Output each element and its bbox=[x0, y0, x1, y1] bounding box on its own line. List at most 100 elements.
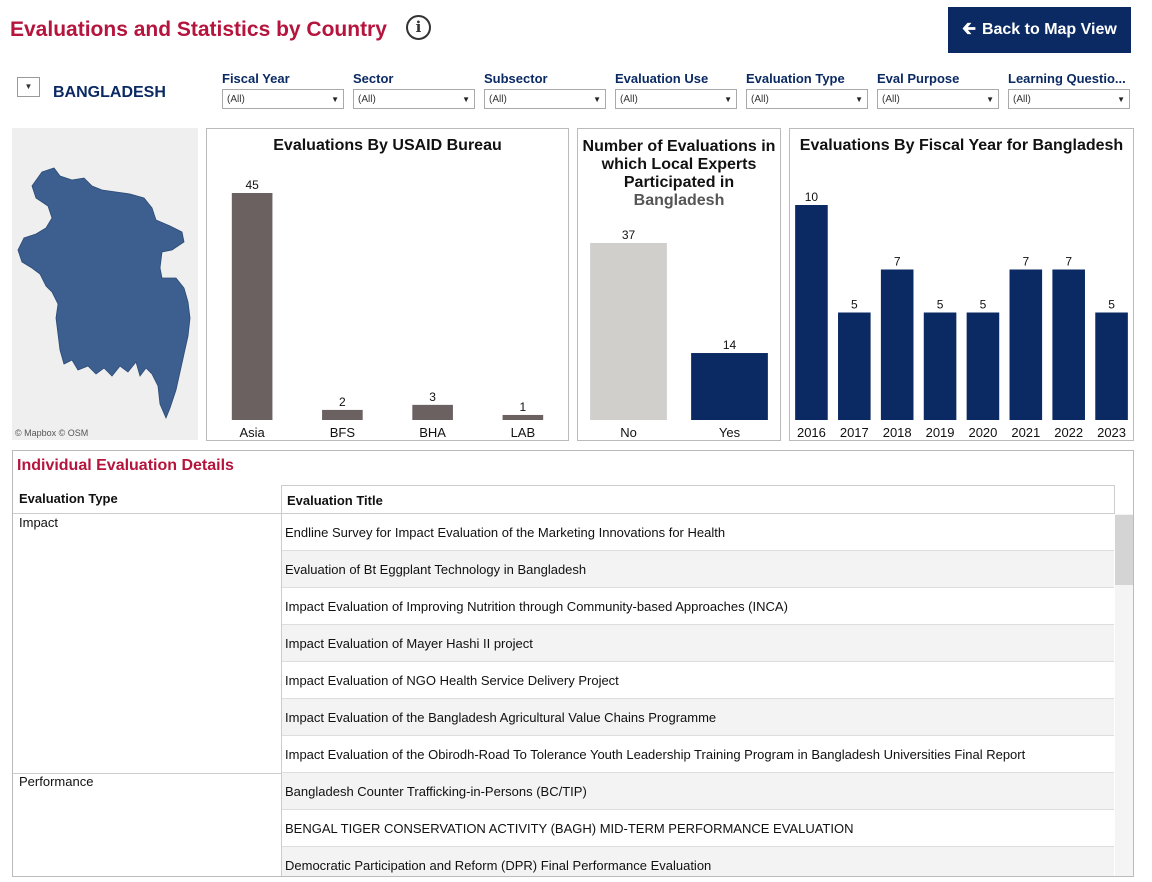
data-label: 5 bbox=[1108, 298, 1115, 312]
back-button-label: Back to Map View bbox=[981, 21, 1117, 38]
data-label: 7 bbox=[894, 255, 901, 269]
col-header-evaluation-title[interactable]: Evaluation Title bbox=[287, 493, 383, 508]
filter-label: Evaluation Type bbox=[746, 71, 845, 86]
filter-value: (All) bbox=[882, 93, 900, 105]
table-row[interactable]: Impact Evaluation of Improving Nutrition… bbox=[282, 588, 1114, 625]
tick-label: 2021 bbox=[1011, 425, 1040, 440]
caret-down-icon: ▼ bbox=[986, 94, 994, 104]
info-circle-icon[interactable]: i bbox=[406, 15, 431, 40]
filter-dropdown[interactable]: (All) ▼ bbox=[615, 89, 737, 109]
country-name: BANGLADESH bbox=[53, 84, 166, 101]
filter-dropdown[interactable]: (All) ▼ bbox=[746, 89, 868, 109]
bureau-chart-panel: Evaluations By USAID Bureau 45 Asia 2 BFS 3 B… bbox=[206, 128, 569, 441]
filter-eval-purpose: Eval Purpose (All) ▼ bbox=[877, 71, 999, 109]
map-credit: © Mapbox © OSM bbox=[15, 428, 89, 438]
bar-2017[interactable] bbox=[838, 312, 871, 421]
filter-dropdown[interactable]: (All) ▼ bbox=[353, 89, 475, 109]
table-row[interactable]: Impact Evaluation of the Bangladesh Agri… bbox=[282, 699, 1114, 736]
country-map[interactable]: © Mapbox © OSM bbox=[12, 128, 198, 440]
chart-title: Evaluations By USAID Bureau bbox=[273, 137, 502, 154]
details-title: Individual Evaluation Details bbox=[17, 457, 234, 474]
caret-down-icon[interactable]: ▼ bbox=[17, 77, 40, 97]
header-border bbox=[1114, 485, 1115, 514]
filter-label: Sector bbox=[353, 71, 394, 86]
filter-label: Subsector bbox=[484, 71, 548, 86]
data-label: 45 bbox=[245, 178, 259, 192]
filter-label: Fiscal Year bbox=[222, 71, 290, 86]
evaluation-details-panel: Individual Evaluation Details Evaluation… bbox=[12, 450, 1134, 877]
bar-2019[interactable] bbox=[923, 312, 957, 421]
page-title: Evaluations and Statistics by Country bbox=[10, 18, 387, 41]
data-label: 5 bbox=[937, 298, 944, 312]
bar-asia[interactable] bbox=[231, 193, 273, 420]
filter-dropdown[interactable]: (All) ▼ bbox=[222, 89, 344, 109]
bar-yes[interactable] bbox=[691, 353, 768, 420]
filter-label: Learning Questio... bbox=[1008, 71, 1126, 86]
tick-label: 2016 bbox=[797, 425, 826, 440]
caret-down-icon: ▼ bbox=[331, 94, 339, 104]
tick-label: No bbox=[620, 425, 637, 440]
fiscal-year-chart: 10 2016 5 2017 7 2018 5 2019 5 2020 7 2021 7 2022 5 202… bbox=[795, 190, 1128, 440]
data-label: 1 bbox=[520, 400, 527, 414]
table-row[interactable]: Evaluation of Bt Eggplant Technology in … bbox=[282, 551, 1114, 588]
table-row[interactable]: Impact Evaluation of NGO Health Service … bbox=[282, 662, 1114, 699]
caret-down-icon: ▼ bbox=[1117, 94, 1125, 104]
col-header-evaluation-type[interactable]: Evaluation Type bbox=[19, 491, 118, 506]
table-row[interactable]: BENGAL TIGER CONSERVATION ACTIVITY (BAGH… bbox=[282, 810, 1114, 847]
data-label: 10 bbox=[805, 190, 819, 204]
data-label: 5 bbox=[851, 298, 858, 312]
filter-evaluation-type: Evaluation Type (All) ▼ bbox=[746, 71, 868, 109]
tick-label: 2018 bbox=[883, 425, 912, 440]
data-label: 7 bbox=[1065, 255, 1072, 269]
bar-bha[interactable] bbox=[412, 404, 453, 420]
filter-sector: Sector (All) ▼ bbox=[353, 71, 475, 109]
filter-dropdown[interactable]: (All) ▼ bbox=[484, 89, 606, 109]
scrollbar-track[interactable] bbox=[1115, 514, 1133, 876]
chart-title-line: Number of Evaluations in bbox=[582, 138, 776, 155]
filter-fiscal-year: Fiscal Year (All) ▼ bbox=[222, 71, 344, 109]
bar-lab[interactable] bbox=[502, 414, 544, 420]
filter-value: (All) bbox=[358, 93, 376, 105]
bar-2016[interactable] bbox=[795, 205, 828, 420]
fiscal-year-chart-panel: Evaluations By Fiscal Year for Banglades… bbox=[789, 128, 1134, 441]
header-border bbox=[281, 485, 1115, 486]
bar-no[interactable] bbox=[590, 243, 667, 420]
filter-dropdown[interactable]: (All) ▼ bbox=[1008, 89, 1130, 109]
tick-label: 2023 bbox=[1097, 425, 1126, 440]
filter-label: Evaluation Use bbox=[615, 71, 709, 86]
table-row[interactable]: Impact Evaluation of Mayer Hashi II proj… bbox=[282, 625, 1114, 662]
arrow-left-icon: 🡰 bbox=[962, 18, 976, 38]
data-label: 5 bbox=[980, 298, 987, 312]
bar-2018[interactable] bbox=[880, 269, 914, 421]
tick-label: LAB bbox=[511, 425, 536, 440]
bar-2022[interactable] bbox=[1052, 269, 1085, 421]
table-row[interactable]: Impact Evaluation of the Obirodh-Road To… bbox=[282, 736, 1114, 773]
caret-down-icon: ▼ bbox=[462, 94, 470, 104]
bar-bfs[interactable] bbox=[322, 409, 363, 420]
filter-value: (All) bbox=[620, 93, 638, 105]
bangladesh-map-shape bbox=[17, 167, 191, 420]
table-row[interactable]: Endline Survey for Impact Evaluation of … bbox=[282, 514, 1114, 551]
bar-2021[interactable] bbox=[1009, 269, 1043, 421]
bar-2020[interactable] bbox=[966, 312, 1000, 421]
table-row[interactable]: Bangladesh Counter Trafficking-in-Person… bbox=[282, 773, 1114, 810]
scrollbar-thumb[interactable] bbox=[1115, 515, 1133, 585]
data-label: 14 bbox=[723, 338, 737, 352]
group-label-impact: Impact bbox=[19, 515, 59, 530]
tick-label: BHA bbox=[419, 425, 446, 440]
bureau-chart: 45 Asia 2 BFS 3 BHA 1 LAB bbox=[231, 178, 544, 440]
bar-2023[interactable] bbox=[1095, 312, 1128, 421]
table-row[interactable]: Democratic Participation and Reform (DPR… bbox=[282, 847, 1114, 876]
filter-dropdown[interactable]: (All) ▼ bbox=[877, 89, 999, 109]
tick-label: 2022 bbox=[1054, 425, 1083, 440]
evaluation-rows: Endline Survey for Impact Evaluation of … bbox=[282, 514, 1114, 876]
group-divider bbox=[13, 773, 281, 774]
filter-subsector: Subsector (All) ▼ bbox=[484, 71, 606, 109]
chart-title-line: Participated in bbox=[623, 174, 735, 191]
filter-value: (All) bbox=[1013, 93, 1031, 105]
caret-down-icon: ▼ bbox=[593, 94, 601, 104]
tick-label: 2017 bbox=[840, 425, 869, 440]
filter-value: (All) bbox=[489, 93, 507, 105]
tick-label: BFS bbox=[330, 425, 356, 440]
back-to-map-button[interactable]: 🡰 Back to Map View bbox=[948, 7, 1131, 53]
